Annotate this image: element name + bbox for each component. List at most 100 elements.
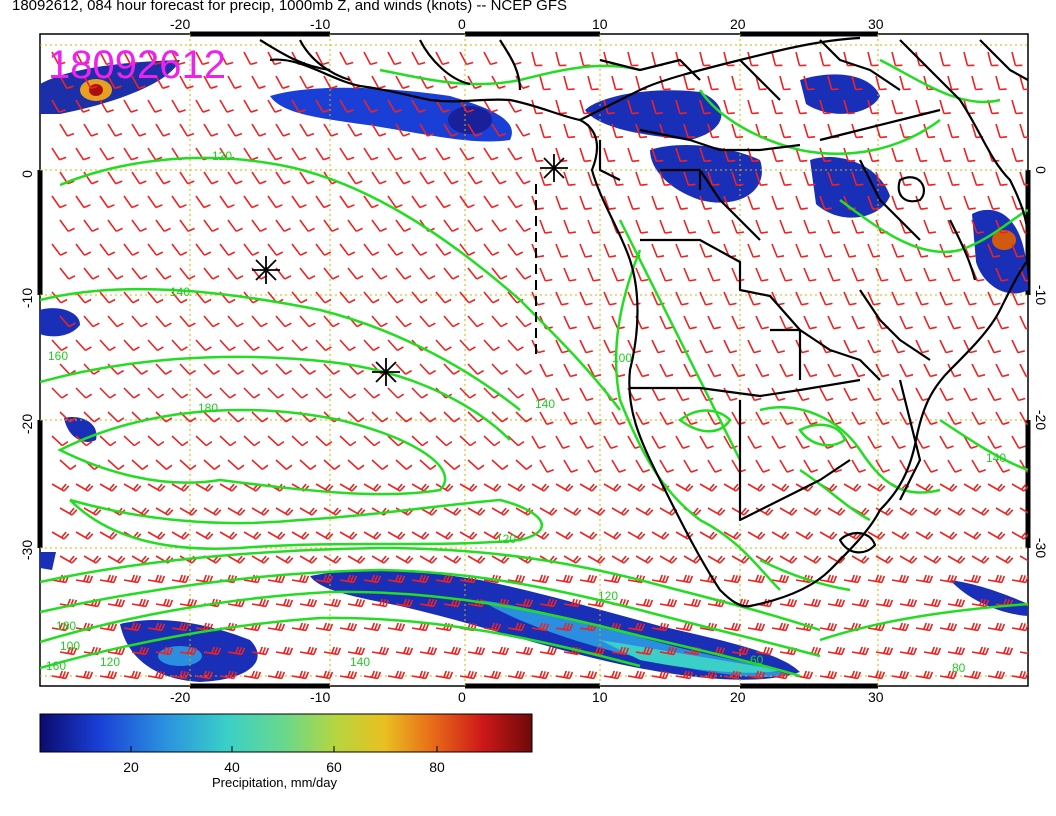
- wind-barb: [411, 147, 427, 161]
- wind-barb: [891, 339, 905, 354]
- wind-barb: [555, 483, 574, 492]
- wind-barb: [803, 171, 816, 186]
- wind-barb: [387, 531, 406, 540]
- wind-barb: [107, 646, 126, 656]
- wind-barb: [939, 387, 954, 402]
- colorbar-tick-label: 60: [326, 759, 342, 775]
- wind-barb: [995, 646, 1014, 656]
- wind-barb: [563, 75, 575, 91]
- wind-barb: [723, 670, 742, 680]
- wind-barb: [611, 75, 623, 91]
- wind-barb: [347, 171, 363, 185]
- wind-barb: [507, 435, 525, 447]
- wind-barb: [963, 622, 982, 632]
- wind-barb: [275, 123, 291, 137]
- wind-barb: [819, 387, 834, 402]
- wind-barb: [587, 598, 606, 608]
- wind-barb: [179, 646, 198, 656]
- contour-label: 160: [48, 349, 68, 363]
- wind-barb: [147, 574, 166, 584]
- wind-barb: [203, 219, 219, 233]
- wind-barb: [579, 99, 591, 115]
- wind-barb: [795, 574, 814, 584]
- wind-barb: [963, 195, 976, 210]
- wind-barb: [867, 622, 886, 632]
- wind-barb: [459, 435, 477, 447]
- wind-barb: [443, 411, 461, 423]
- wind-barb: [155, 363, 173, 375]
- wind-barb: [1011, 670, 1028, 680]
- wind-barb: [467, 219, 483, 233]
- wind-barb: [555, 291, 569, 306]
- lon-tick-label: 0: [458, 689, 466, 705]
- wind-barb: [683, 598, 702, 608]
- wind-barb: [515, 598, 534, 608]
- contour-label: 120: [212, 149, 232, 163]
- wind-barb: [227, 646, 246, 656]
- wind-barb: [915, 622, 934, 632]
- wind-barb: [363, 622, 382, 632]
- wind-barb: [227, 598, 246, 608]
- wind-barb: [651, 243, 665, 258]
- wind-barb: [291, 243, 308, 256]
- wind-barb: [1019, 650, 1028, 655]
- wind-barb: [347, 123, 363, 137]
- wind-barb: [1011, 387, 1026, 402]
- wind-barb: [779, 598, 798, 608]
- wind-barb: [83, 598, 102, 608]
- wind-barb: [387, 622, 406, 632]
- wind-barb: [923, 219, 937, 234]
- wind-barb: [75, 483, 94, 492]
- wind-barb: [915, 574, 934, 584]
- wind-barb: [123, 574, 142, 584]
- wind-barb: [147, 339, 164, 352]
- lat-tick-label: -20: [1033, 410, 1049, 430]
- contour-label: 140: [350, 655, 370, 669]
- wind-barb: [267, 387, 285, 399]
- wind-barb: [563, 363, 578, 378]
- wind-barb: [635, 171, 648, 186]
- wind-barb: [227, 363, 245, 375]
- wind-barb: [651, 622, 670, 632]
- wind-barb: [315, 51, 330, 66]
- wind-barb: [419, 411, 437, 423]
- wind-barb: [851, 646, 870, 656]
- wind-barb: [891, 531, 910, 540]
- wind-barb: [483, 243, 500, 256]
- wind-barb: [467, 315, 484, 328]
- wind-barb: [659, 75, 671, 91]
- wind-barb: [635, 267, 649, 282]
- wind-barb: [803, 363, 818, 378]
- wind-barb: [947, 171, 960, 186]
- wind-barb: [995, 219, 1009, 234]
- wind-barb: [515, 315, 532, 328]
- wind-barb: [179, 459, 197, 471]
- wind-barb: [339, 622, 358, 632]
- wind-barb: [891, 291, 905, 306]
- wind-barb: [59, 75, 74, 90]
- wind-barb: [203, 75, 218, 90]
- wind-barb: [659, 555, 678, 564]
- wind-barb: [675, 622, 694, 632]
- wind-barb: [83, 171, 99, 185]
- wind-barb: [363, 195, 379, 209]
- wind-barb: [779, 646, 798, 656]
- wind-barb: [275, 555, 294, 564]
- wind-barb: [731, 123, 744, 139]
- wind-barb: [1011, 339, 1025, 354]
- contour-label: 140: [170, 285, 190, 299]
- wind-barb: [611, 555, 630, 564]
- wind-barb: [675, 291, 689, 306]
- lat-tick-label: -30: [1033, 538, 1049, 558]
- wind-barb: [315, 339, 332, 352]
- wind-barb: [779, 267, 793, 282]
- wind-barb: [515, 646, 534, 656]
- wind-barb: [459, 195, 475, 209]
- wind-barb: [483, 147, 499, 161]
- wind-barb: [83, 411, 101, 423]
- wind-barb: [339, 435, 357, 447]
- wind-barb: [851, 411, 866, 426]
- wind-barb: [755, 646, 774, 656]
- bottom-lon-ticks: -20 -10 0 10 20 30: [170, 689, 884, 705]
